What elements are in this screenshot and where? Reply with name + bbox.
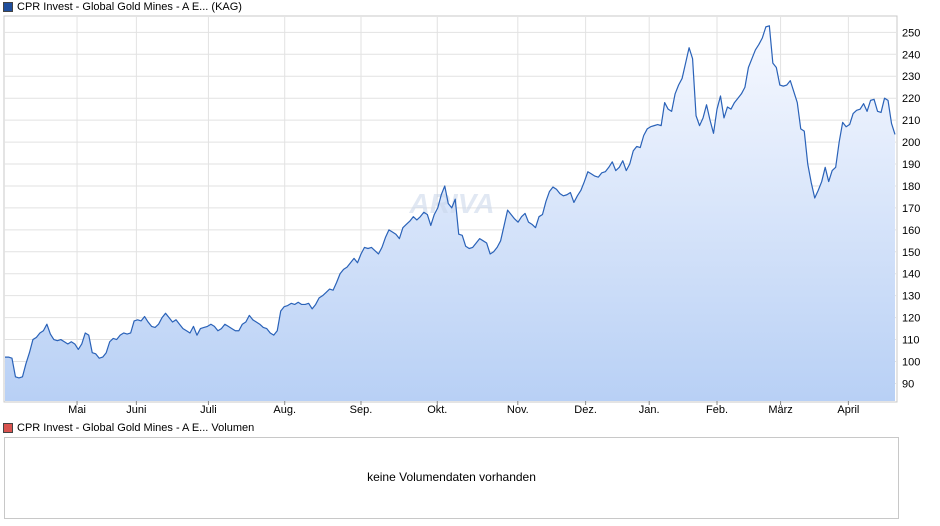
y-tick-label: 160 bbox=[902, 225, 920, 237]
y-tick-label: 170 bbox=[902, 203, 920, 215]
y-tick-label: 230 bbox=[902, 71, 920, 83]
y-tick-label: 190 bbox=[902, 159, 920, 171]
x-tick-label: Juli bbox=[200, 404, 217, 416]
price-area bbox=[5, 25, 895, 402]
price-series-swatch-icon bbox=[3, 2, 13, 12]
x-tick-label: Okt. bbox=[427, 404, 447, 416]
y-tick-label: 200 bbox=[902, 137, 920, 149]
y-tick-label: 240 bbox=[902, 49, 920, 61]
volume-panel: keine Volumendaten vorhanden bbox=[4, 437, 899, 519]
x-tick-label: Dez. bbox=[574, 404, 597, 416]
x-tick-label: März bbox=[768, 404, 792, 416]
x-tick-label: Jan. bbox=[639, 404, 660, 416]
watermark-logo: ARIVA bbox=[408, 188, 494, 219]
x-tick-label: Sep. bbox=[350, 404, 373, 416]
x-tick-label: Nov. bbox=[507, 404, 529, 416]
y-tick-label: 220 bbox=[902, 93, 920, 105]
y-tick-label: 120 bbox=[902, 313, 920, 325]
y-tick-label: 110 bbox=[902, 335, 920, 347]
y-tick-label: 180 bbox=[902, 181, 920, 193]
volume-series-swatch-icon bbox=[3, 423, 13, 433]
x-axis-labels: Mai Juni Juli Aug. Sep. Okt. Nov. Dez. Jan. Feb. M… bbox=[68, 404, 859, 416]
price-line bbox=[5, 25, 896, 379]
y-axis-labels: 90 100 110 120 130 140 150 160 170 180 190 200 210 22… bbox=[902, 27, 920, 390]
y-tick-label: 90 bbox=[902, 378, 914, 390]
y-tick-label: 150 bbox=[902, 247, 920, 259]
x-tick-label: Feb. bbox=[706, 404, 728, 416]
price-legend: CPR Invest - Global Gold Mines - A E... … bbox=[3, 0, 242, 14]
y-tick-label: 250 bbox=[902, 27, 920, 39]
x-tick-label: Aug. bbox=[273, 404, 296, 416]
y-tick-label: 140 bbox=[902, 269, 920, 281]
y-tick-label: 130 bbox=[902, 291, 920, 303]
no-volume-message: keine Volumendaten vorhanden bbox=[367, 470, 536, 484]
price-chart: ARIVA 90 100 110 120 130 140 150 160 170 180 190 20… bbox=[3, 15, 920, 416]
volume-legend: CPR Invest - Global Gold Mines - A E... … bbox=[3, 421, 254, 435]
y-tick-label: 100 bbox=[902, 357, 920, 369]
y-tick-label: 210 bbox=[902, 115, 920, 127]
volume-legend-label: CPR Invest - Global Gold Mines - A E... … bbox=[17, 422, 255, 434]
x-tick-label: Mai bbox=[68, 404, 86, 416]
price-legend-label: CPR Invest - Global Gold Mines - A E... … bbox=[17, 1, 242, 13]
x-tick-label: Juni bbox=[126, 404, 146, 416]
x-tick-label: April bbox=[837, 404, 859, 416]
